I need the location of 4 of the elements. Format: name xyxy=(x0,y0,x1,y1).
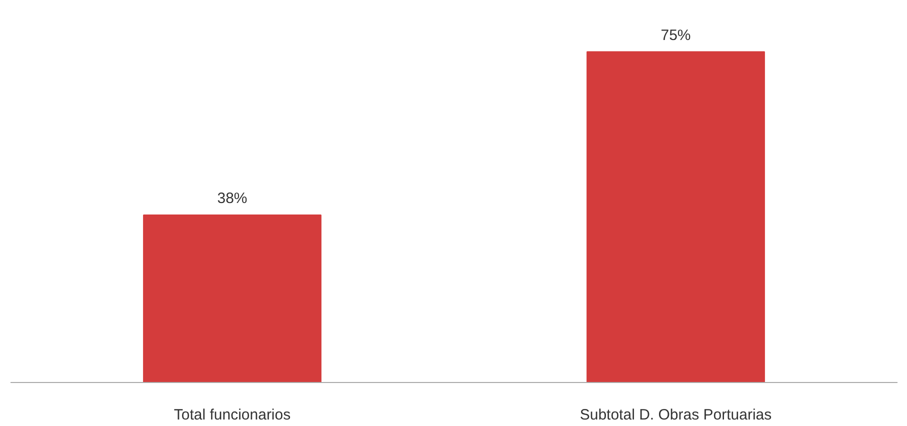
data-label: 75% xyxy=(660,26,691,44)
x-tick-label: Subtotal D. Obras Portuarias xyxy=(580,406,772,424)
data-label: 38% xyxy=(217,190,248,207)
x-tick-label: Total funcionarios xyxy=(174,406,291,424)
